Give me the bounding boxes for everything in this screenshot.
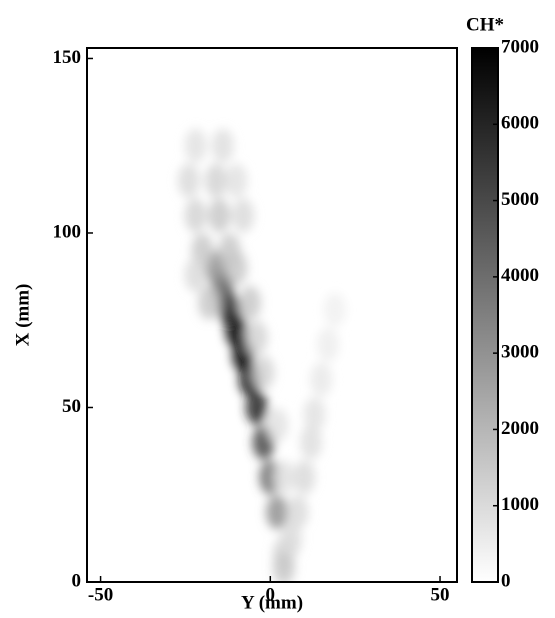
heat-blob — [238, 285, 261, 320]
heat-blob — [279, 523, 302, 558]
x-tick-label: 50 — [431, 584, 450, 605]
heat-blob — [225, 163, 248, 198]
heat-blob — [303, 397, 326, 432]
heat-blob — [177, 163, 200, 198]
colorbar-tick-label: 3000 — [501, 342, 539, 363]
heat-blob — [184, 128, 207, 163]
colorbar-tick-label: 6000 — [501, 113, 539, 134]
y-axis-label: X (mm) — [12, 284, 33, 347]
heat-blob — [211, 128, 234, 163]
heat-blob — [266, 495, 289, 530]
heat-blob — [300, 425, 323, 460]
heat-blob — [245, 390, 268, 425]
colorbar-tick-label: 2000 — [501, 418, 539, 439]
colorbar — [471, 47, 499, 583]
heat-blob — [184, 198, 207, 233]
colorbar-tick-label: 5000 — [501, 189, 539, 210]
heat-blob — [198, 285, 221, 320]
heat-blob — [272, 460, 295, 495]
heat-blob — [208, 198, 231, 233]
colorbar-tick-label: 0 — [501, 570, 511, 591]
colorbar-tick-label: 1000 — [501, 494, 539, 515]
heat-blob — [266, 407, 289, 442]
heat-blob — [272, 551, 295, 582]
heat-blob — [245, 320, 268, 355]
heat-blob — [317, 327, 340, 362]
colorbar-tick-label: 7000 — [501, 36, 539, 57]
heat-blob — [204, 163, 227, 198]
heat-blob — [232, 198, 255, 233]
y-tick-label: 100 — [53, 221, 82, 242]
y-tick-label: 0 — [72, 570, 82, 591]
heat-blob — [252, 355, 275, 390]
colorbar-label: CH* — [466, 14, 504, 35]
x-tick-label: -50 — [88, 584, 113, 605]
x-axis-label: Y (mm) — [241, 592, 303, 613]
y-tick-label: 50 — [62, 396, 81, 417]
y-tick-label: 150 — [53, 47, 82, 68]
heat-blob — [293, 460, 316, 495]
plot-frame — [86, 47, 458, 583]
heat-blob — [225, 250, 248, 285]
heatmap-field — [177, 128, 346, 582]
heat-blob — [310, 362, 333, 397]
heat-blob — [184, 257, 207, 292]
heat-blob — [323, 292, 346, 327]
heat-blob — [286, 495, 309, 530]
x-tick-label: 0 — [266, 584, 276, 605]
colorbar-tick-label: 4000 — [501, 265, 539, 286]
